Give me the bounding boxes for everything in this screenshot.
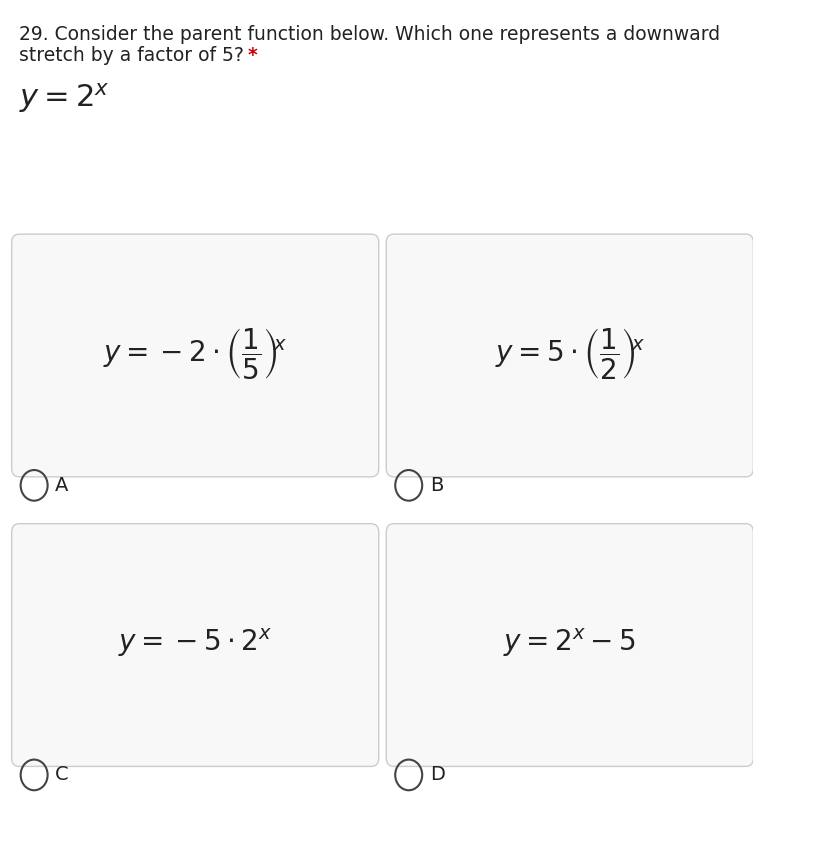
Text: C: C	[55, 765, 69, 784]
FancyBboxPatch shape	[386, 234, 753, 476]
FancyBboxPatch shape	[12, 524, 378, 766]
Text: 29. Consider the parent function below. Which one represents a downward: 29. Consider the parent function below. …	[19, 26, 720, 45]
FancyBboxPatch shape	[386, 524, 753, 766]
Text: *: *	[248, 46, 257, 64]
Text: A: A	[55, 476, 69, 494]
Text: $y = 2^{x}$: $y = 2^{x}$	[19, 81, 110, 115]
Text: $y = 2^{x} - 5$: $y = 2^{x} - 5$	[503, 627, 635, 659]
Text: $y = -5 \cdot 2^{x}$: $y = -5 \cdot 2^{x}$	[118, 627, 272, 659]
Text: $y = 5 \cdot \left(\dfrac{1}{2}\right)^{\!\!x}$: $y = 5 \cdot \left(\dfrac{1}{2}\right)^{…	[494, 326, 644, 381]
FancyBboxPatch shape	[12, 234, 378, 476]
Text: D: D	[429, 765, 444, 784]
Text: $y = -2 \cdot \left(\dfrac{1}{5}\right)^{\!\!x}$: $y = -2 \cdot \left(\dfrac{1}{5}\right)^…	[104, 326, 286, 381]
Text: B: B	[429, 476, 442, 494]
Text: stretch by a factor of 5?: stretch by a factor of 5?	[19, 46, 250, 64]
